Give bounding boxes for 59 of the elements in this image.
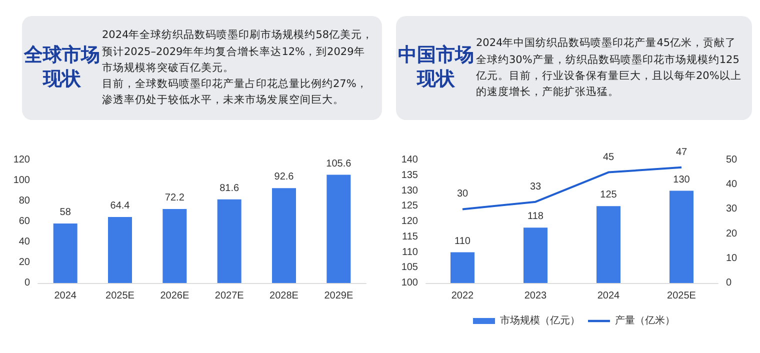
y-tick-label: 20 xyxy=(18,257,30,268)
x-tick-label: 2025E xyxy=(667,290,696,302)
y-tick-label: 140 xyxy=(401,154,418,166)
data-label: 118 xyxy=(528,211,544,222)
legend-label: 产量（亿米） xyxy=(615,314,675,326)
y-tick-label: 80 xyxy=(18,196,30,206)
bar xyxy=(217,199,242,283)
y-tick-label: 120 xyxy=(13,154,30,166)
data-label: 64.4 xyxy=(110,200,130,212)
text: 目前，全球数码喷墨印花产量占印花总量比例约27%，渗透率仍处于较低水平，未来市场发展空间巨大。 xyxy=(102,77,368,108)
data-label: 47 xyxy=(676,146,688,158)
bar xyxy=(326,174,351,283)
y2-tick-label: 50 xyxy=(726,154,738,166)
x-tick-label: 2023 xyxy=(524,290,548,302)
data-label: 81.6 xyxy=(220,182,240,194)
text: 2024年全球纺织品数码喷墨印刷市场规模约58亿美元，预计2025–2029年年均复合增长率达12%，到2029年市场规模将突破百亿美元。 xyxy=(102,28,374,76)
y2-tick-label: 40 xyxy=(726,179,738,190)
y2-tick-label: 0 xyxy=(726,278,732,288)
text: 全球市场现状 xyxy=(22,44,101,92)
data-label: 130 xyxy=(673,174,690,186)
text: 2024年中国纺织品数码喷墨印花产量45亿米，贡献了全球约30%产量，纺织品数码喷墨印花市场规模约125亿元。目前，行业设备保有量巨大，且以每年20%以上的速度增长，产能扩张迅猛。 xyxy=(476,36,742,100)
y-tick-label: 125 xyxy=(401,200,418,212)
y-tick-label: 130 xyxy=(401,185,418,196)
data-label: 72.2 xyxy=(164,192,185,204)
data-label: 58 xyxy=(60,207,72,218)
y-tick-label: 100 xyxy=(401,278,418,288)
data-label: 105.6 xyxy=(326,158,352,170)
bar xyxy=(162,208,187,283)
y-tick-label: 115 xyxy=(402,231,418,242)
x-tick-label: 2024 xyxy=(597,290,620,302)
y-tick-label: 40 xyxy=(18,236,30,248)
y-tick-label: 110 xyxy=(402,246,418,258)
x-tick-label: 2024 xyxy=(54,290,77,302)
data-label: 110 xyxy=(454,236,471,247)
data-label: 92.6 xyxy=(274,172,294,183)
data-label: 45 xyxy=(602,152,614,163)
x-tick-label: 2027E xyxy=(214,290,244,302)
y2-tick-label: 10 xyxy=(726,252,738,264)
data-label: 33 xyxy=(530,181,542,192)
y-tick-label: 0 xyxy=(24,278,30,288)
y-tick-label: 120 xyxy=(401,216,418,227)
x-tick-label: 2025E xyxy=(106,290,135,302)
bar xyxy=(272,188,296,283)
y-tick-label: 100 xyxy=(13,175,30,186)
y2-tick-label: 20 xyxy=(726,228,738,240)
y-tick-label: 135 xyxy=(401,170,418,181)
data-label: 30 xyxy=(456,188,468,200)
x-tick-label: 2026E xyxy=(160,290,190,302)
bar xyxy=(108,216,132,283)
bar xyxy=(53,224,78,283)
x-tick-label: 2029E xyxy=(324,290,354,302)
legend-label: 市场规模（亿元） xyxy=(500,314,580,326)
y-tick-label: 60 xyxy=(18,216,30,227)
y-tick-label: 105 xyxy=(401,262,418,274)
x-tick-label: 2022 xyxy=(451,290,474,302)
x-tick-label: 2028E xyxy=(270,290,299,302)
data-label: 125 xyxy=(600,190,618,201)
y2-tick-label: 30 xyxy=(726,204,738,215)
text: 中国市场现状 xyxy=(397,44,475,92)
